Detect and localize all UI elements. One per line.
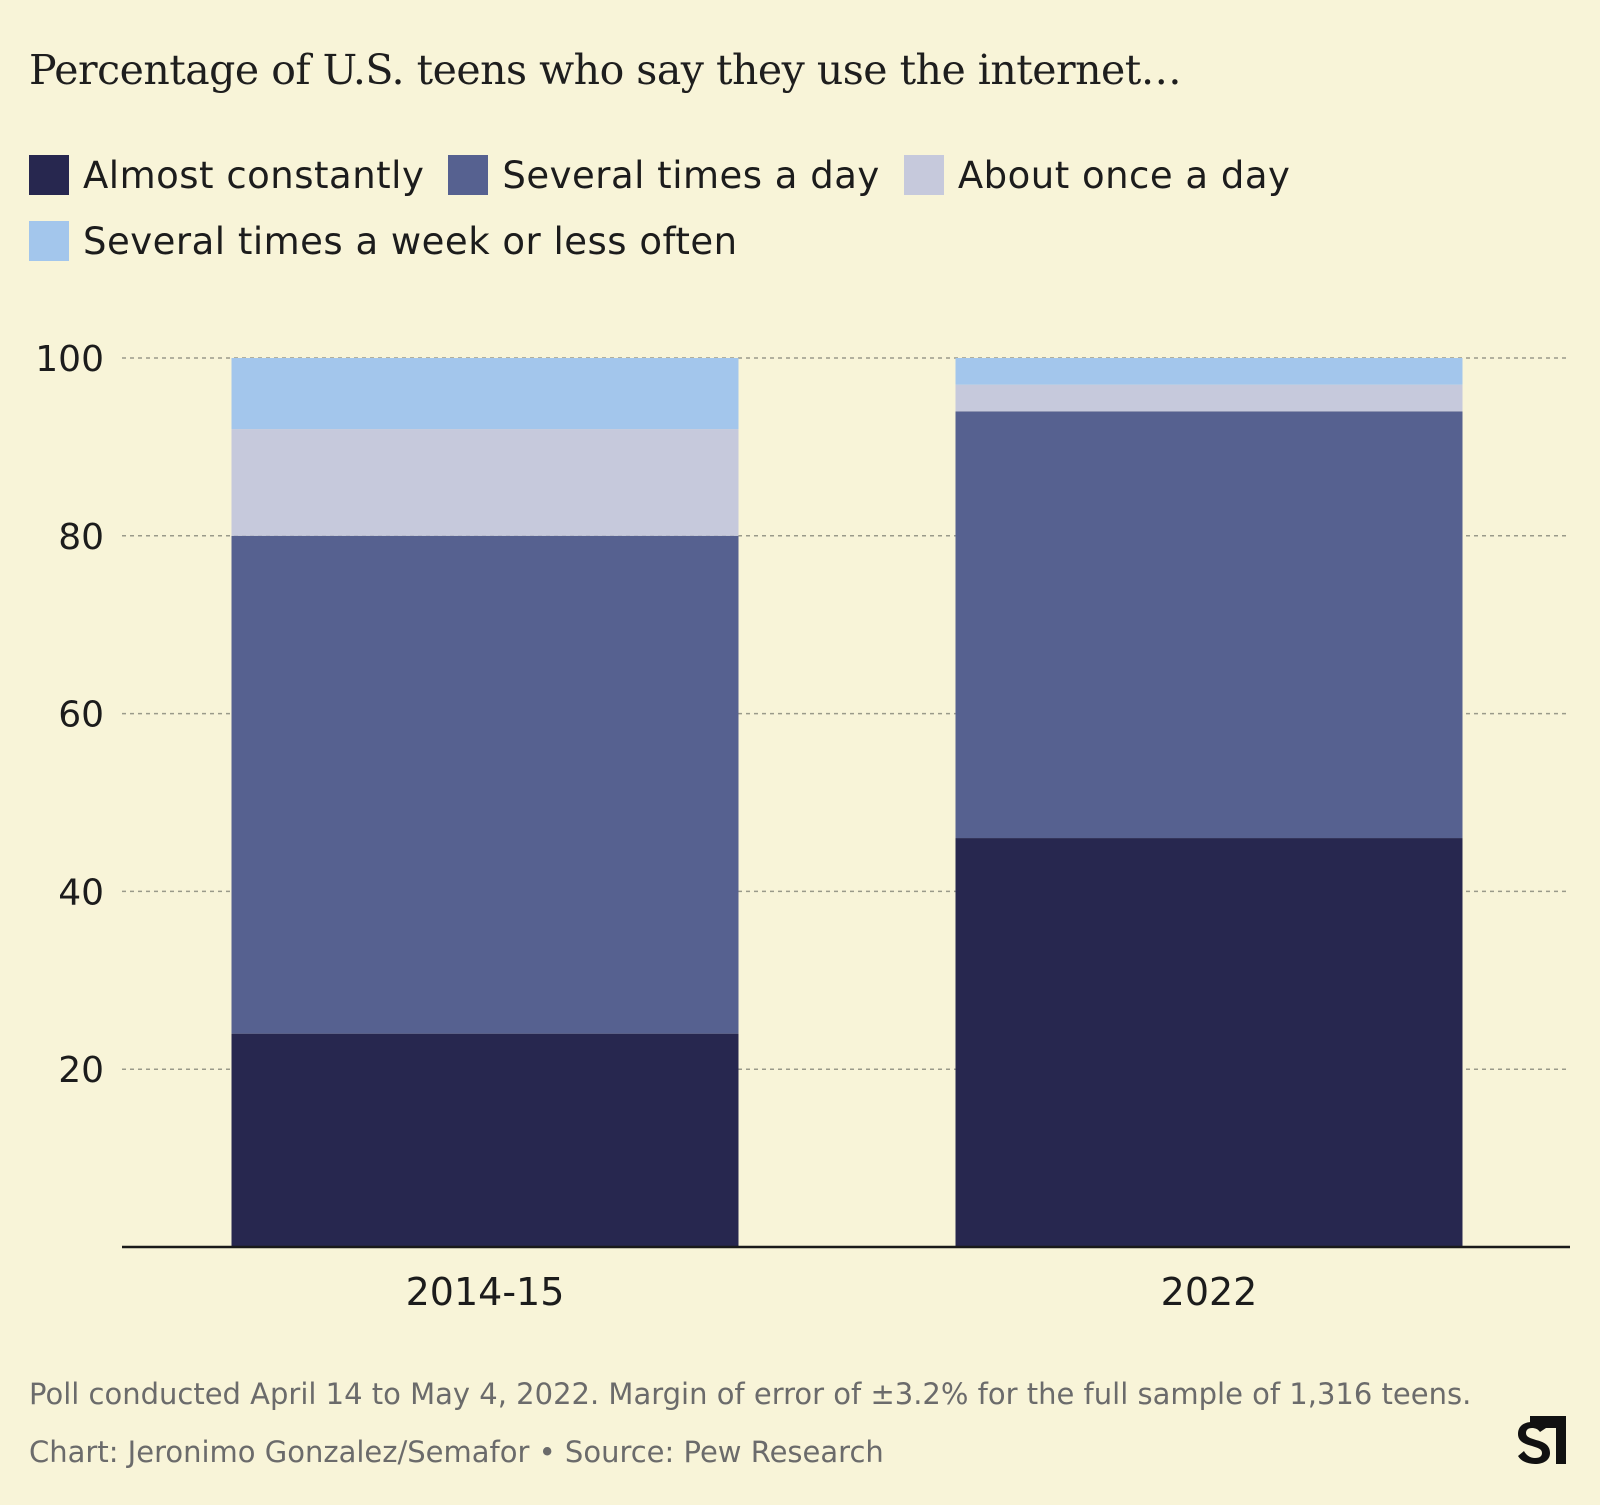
semafor-logo-icon [1518,1416,1566,1464]
legend-item-weekly-or-less: Several times a week or less often [29,220,738,263]
bar-segment-2014-15-1 [231,535,739,1034]
legend-label-weekly-or-less: Several times a week or less often [83,219,738,263]
legend-item-several-times-a-day: Several times a day [448,154,879,197]
bar-segment-2022-2 [955,384,1463,412]
legend-label-about-once-a-day: About once a day [957,153,1291,197]
legend-label-almost-constantly: Almost constantly [83,153,425,197]
legend-item-almost-constantly: Almost constantly [29,154,424,197]
bar-segment-2022-0 [955,838,1463,1247]
footer-note: Poll conducted April 14 to May 4, 2022. … [29,1377,1472,1411]
x-tick-label-2022: 2022 [1161,1270,1258,1314]
bar-segment-2022-3 [955,358,1463,385]
legend-swatch-several-times-a-day [448,155,489,195]
x-tick-label-2014-15: 2014-15 [406,1270,565,1314]
y-tick-label-20: 20 [58,1050,104,1091]
bar-segment-2014-15-0 [231,1033,739,1247]
y-tick-label-40: 40 [58,872,104,913]
legend-label-several-times-a-day: Several times a day [502,153,880,197]
legend-swatch-almost-constantly [29,155,69,195]
legend: Almost constantly Several times a day Ab… [29,142,1569,274]
legend-row-1: Almost constantly Several times a day Ab… [29,142,1569,208]
chart-title: Percentage of U.S. teens who say they us… [29,46,1182,94]
footer-credit: Chart: Jeronimo Gonzalez/Semafor • Sourc… [29,1435,884,1469]
legend-row-2: Several times a week or less often [29,208,1569,274]
bar-segment-2014-15-3 [231,358,739,430]
legend-swatch-weekly-or-less [29,221,69,261]
bar-segment-2022-1 [955,411,1463,839]
legend-swatch-about-once-a-day [903,155,944,195]
y-tick-label-80: 80 [58,517,104,558]
y-tick-label-100: 100 [35,339,104,380]
y-tick-label-60: 60 [58,695,104,736]
legend-item-about-once-a-day: About once a day [903,153,1291,197]
bar-segment-2014-15-2 [231,429,739,536]
